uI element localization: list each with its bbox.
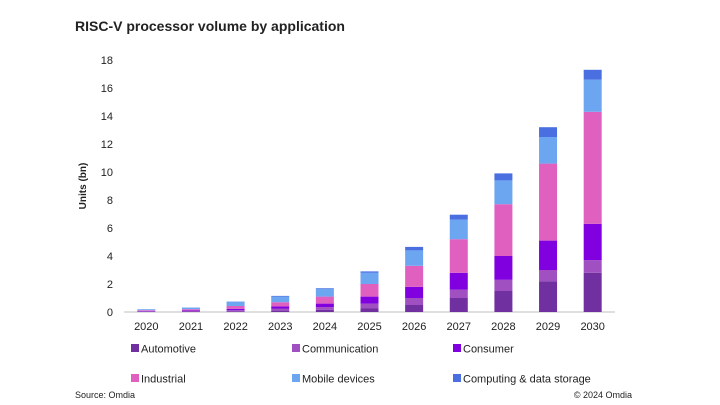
bar-segment [360, 308, 379, 312]
x-tick-label: 2023 [268, 321, 292, 333]
bar-segment [583, 79, 602, 112]
x-tick-label: 2027 [447, 321, 471, 333]
bar-segment [539, 163, 558, 241]
y-tick-label: 16 [101, 83, 113, 95]
x-tick-label: 2025 [357, 321, 381, 333]
bar-segment [226, 305, 245, 309]
bar-segment [539, 281, 558, 312]
bar-segment [539, 137, 558, 164]
x-tick-label: 2021 [179, 321, 203, 333]
legend-label: Mobile devices [302, 374, 375, 386]
y-axis-label: Units (bn) [78, 163, 89, 210]
bar-segment [583, 111, 602, 224]
copyright-note: © 2024 Omdia [573, 390, 632, 400]
legend-swatch [453, 374, 461, 382]
bar-segment [539, 240, 558, 270]
y-tick-label: 6 [107, 223, 113, 235]
x-tick-label: 2020 [134, 321, 158, 333]
bar-segment [315, 296, 334, 304]
y-tick-label: 10 [101, 167, 113, 179]
bar-segment [449, 298, 468, 312]
legend-label: Consumer [463, 344, 514, 356]
bar-segment [539, 127, 558, 137]
bar-segment [271, 302, 290, 307]
bar-segment [271, 308, 290, 311]
bar-segment [494, 291, 513, 312]
bar-segment [360, 303, 379, 309]
y-tick-label: 4 [107, 251, 113, 263]
bar-segment [315, 288, 334, 297]
y-tick-label: 2 [107, 279, 113, 291]
legend-swatch [292, 344, 300, 352]
bar-segment [494, 173, 513, 181]
bar-segment [181, 310, 200, 312]
bar-segment [405, 246, 424, 251]
x-tick-label: 2030 [580, 321, 604, 333]
y-tick-label: 0 [107, 307, 113, 319]
bar-segment [181, 309, 200, 311]
bar-segment [583, 223, 602, 261]
bar-segment [315, 307, 334, 310]
bar-segment [405, 305, 424, 312]
bar-segment [405, 286, 424, 298]
bar-segment [271, 296, 290, 303]
x-tick-label: 2028 [491, 321, 515, 333]
bar-segment [449, 219, 468, 240]
bar-segment [315, 288, 334, 289]
bar-segment [449, 214, 468, 220]
chart-title: RISC-V processor volume by application [75, 18, 345, 34]
bar-segment [449, 289, 468, 298]
source-note: Source: Omdia [75, 390, 136, 400]
bar-segment [360, 271, 379, 273]
legend-swatch [131, 374, 139, 382]
legend-swatch [453, 344, 461, 352]
bar-segment [360, 284, 379, 297]
bar-segment [583, 260, 602, 273]
legend-label: Automotive [141, 344, 196, 356]
bar-segment [405, 298, 424, 305]
bar-segment [405, 250, 424, 266]
legend-label: Computing & data storage [463, 374, 591, 386]
bar-segment [137, 309, 156, 311]
y-tick-label: 8 [107, 195, 113, 207]
bar-segment [226, 310, 245, 312]
x-tick-label: 2029 [536, 321, 560, 333]
y-tick-label: 14 [101, 111, 113, 123]
x-tick-label: 2024 [313, 321, 337, 333]
legend-swatch [292, 374, 300, 382]
x-tick-label: 2026 [402, 321, 426, 333]
bar-segment [271, 295, 290, 297]
bar-segment [494, 256, 513, 280]
y-tick-label: 18 [101, 55, 113, 67]
bar-segment [583, 69, 602, 80]
bar-segment [405, 265, 424, 287]
bar-segment [360, 296, 379, 304]
bar-segment [449, 272, 468, 290]
legend-label: Communication [302, 344, 378, 356]
bar-segment [494, 180, 513, 205]
bar-segment [449, 239, 468, 273]
bar-segment [315, 303, 334, 308]
bar-segment [226, 308, 245, 311]
bar-segment [315, 309, 334, 312]
bar-segment [360, 272, 379, 284]
bar-segment [226, 311, 245, 312]
bar-segment [271, 310, 290, 312]
bar-segment [539, 270, 558, 282]
bar-segment [181, 311, 200, 312]
y-tick-label: 12 [101, 139, 113, 151]
bar-segment [181, 307, 200, 310]
bar-segment [271, 306, 290, 309]
bar-segment [583, 272, 602, 312]
bar-segment [226, 301, 245, 306]
bar-segment [137, 310, 156, 311]
legend-swatch [131, 344, 139, 352]
legend-label: Industrial [141, 374, 186, 386]
bar-segment [494, 279, 513, 291]
bar-segment [494, 204, 513, 256]
x-tick-label: 2022 [223, 321, 247, 333]
